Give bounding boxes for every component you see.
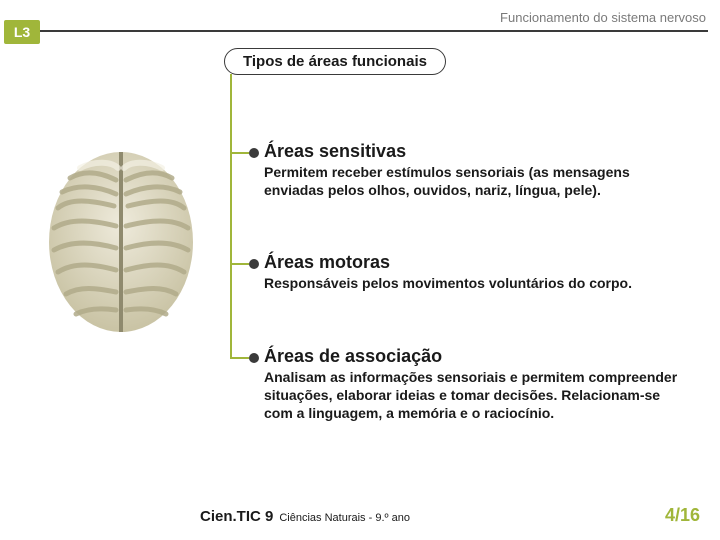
brain-illustration: [40, 148, 202, 338]
section-title: Áreas de associação: [264, 346, 680, 367]
bullet-dot: [249, 148, 259, 158]
footer-page: 4/16: [665, 505, 700, 526]
tree-branch: [231, 357, 249, 359]
header-divider: [40, 30, 708, 32]
footer-subject: Ciências Naturais - 9.º ano: [279, 512, 410, 524]
main-pill: Tipos de áreas funcionais: [224, 48, 446, 75]
bullet-dot: [249, 259, 259, 269]
section-body: Permitem receber estímulos sensoriais (a…: [264, 164, 680, 200]
section-body: Analisam as informações sensoriais e per…: [264, 369, 680, 423]
header-topic: Funcionamento do sistema nervoso: [500, 10, 706, 25]
footer-brand: Cien.TIC 9: [200, 508, 273, 525]
bullet-dot: [249, 353, 259, 363]
section: Áreas de associaçãoAnalisam as informaçõ…: [264, 346, 680, 423]
tree-branch: [231, 263, 249, 265]
tree-stem: [230, 74, 232, 359]
section-body: Responsáveis pelos movimentos voluntário…: [264, 275, 680, 293]
section: Áreas motoras Responsáveis pelos moviment…: [264, 252, 680, 293]
tree-branch: [231, 152, 249, 154]
section: Áreas sensitivasPermitem receber estímul…: [264, 141, 680, 200]
section-title: Áreas motoras: [264, 252, 680, 273]
lesson-code-badge: L3: [4, 20, 40, 44]
footer: Cien.TIC 9 Ciências Naturais - 9.º ano 4…: [0, 505, 720, 526]
section-title: Áreas sensitivas: [264, 141, 680, 162]
